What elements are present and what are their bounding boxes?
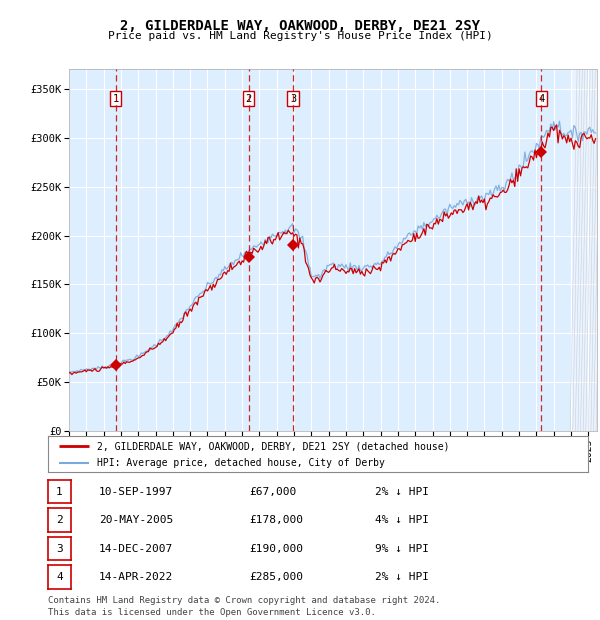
- Text: 4: 4: [56, 572, 63, 582]
- Text: 3: 3: [290, 94, 296, 104]
- Text: 3: 3: [56, 544, 63, 554]
- Text: 14-DEC-2007: 14-DEC-2007: [99, 544, 173, 554]
- Text: 2% ↓ HPI: 2% ↓ HPI: [375, 487, 429, 497]
- Text: £285,000: £285,000: [249, 572, 303, 582]
- Text: 9% ↓ HPI: 9% ↓ HPI: [375, 544, 429, 554]
- Text: 2, GILDERDALE WAY, OAKWOOD, DERBY, DE21 2SY (detached house): 2, GILDERDALE WAY, OAKWOOD, DERBY, DE21 …: [97, 441, 449, 451]
- Text: 2, GILDERDALE WAY, OAKWOOD, DERBY, DE21 2SY: 2, GILDERDALE WAY, OAKWOOD, DERBY, DE21 …: [120, 19, 480, 33]
- Text: 2: 2: [56, 515, 63, 525]
- Text: 1: 1: [112, 94, 119, 104]
- Text: £67,000: £67,000: [249, 487, 296, 497]
- Text: 4% ↓ HPI: 4% ↓ HPI: [375, 515, 429, 525]
- Text: 20-MAY-2005: 20-MAY-2005: [99, 515, 173, 525]
- Text: 14-APR-2022: 14-APR-2022: [99, 572, 173, 582]
- Text: £190,000: £190,000: [249, 544, 303, 554]
- Text: £178,000: £178,000: [249, 515, 303, 525]
- Text: 2% ↓ HPI: 2% ↓ HPI: [375, 572, 429, 582]
- Text: 4: 4: [538, 94, 544, 104]
- Text: 10-SEP-1997: 10-SEP-1997: [99, 487, 173, 497]
- Text: 1: 1: [56, 487, 63, 497]
- Text: HPI: Average price, detached house, City of Derby: HPI: Average price, detached house, City…: [97, 458, 385, 467]
- Text: Contains HM Land Registry data © Crown copyright and database right 2024.
This d: Contains HM Land Registry data © Crown c…: [48, 596, 440, 617]
- Text: 2: 2: [245, 94, 252, 104]
- Text: Price paid vs. HM Land Registry's House Price Index (HPI): Price paid vs. HM Land Registry's House …: [107, 31, 493, 41]
